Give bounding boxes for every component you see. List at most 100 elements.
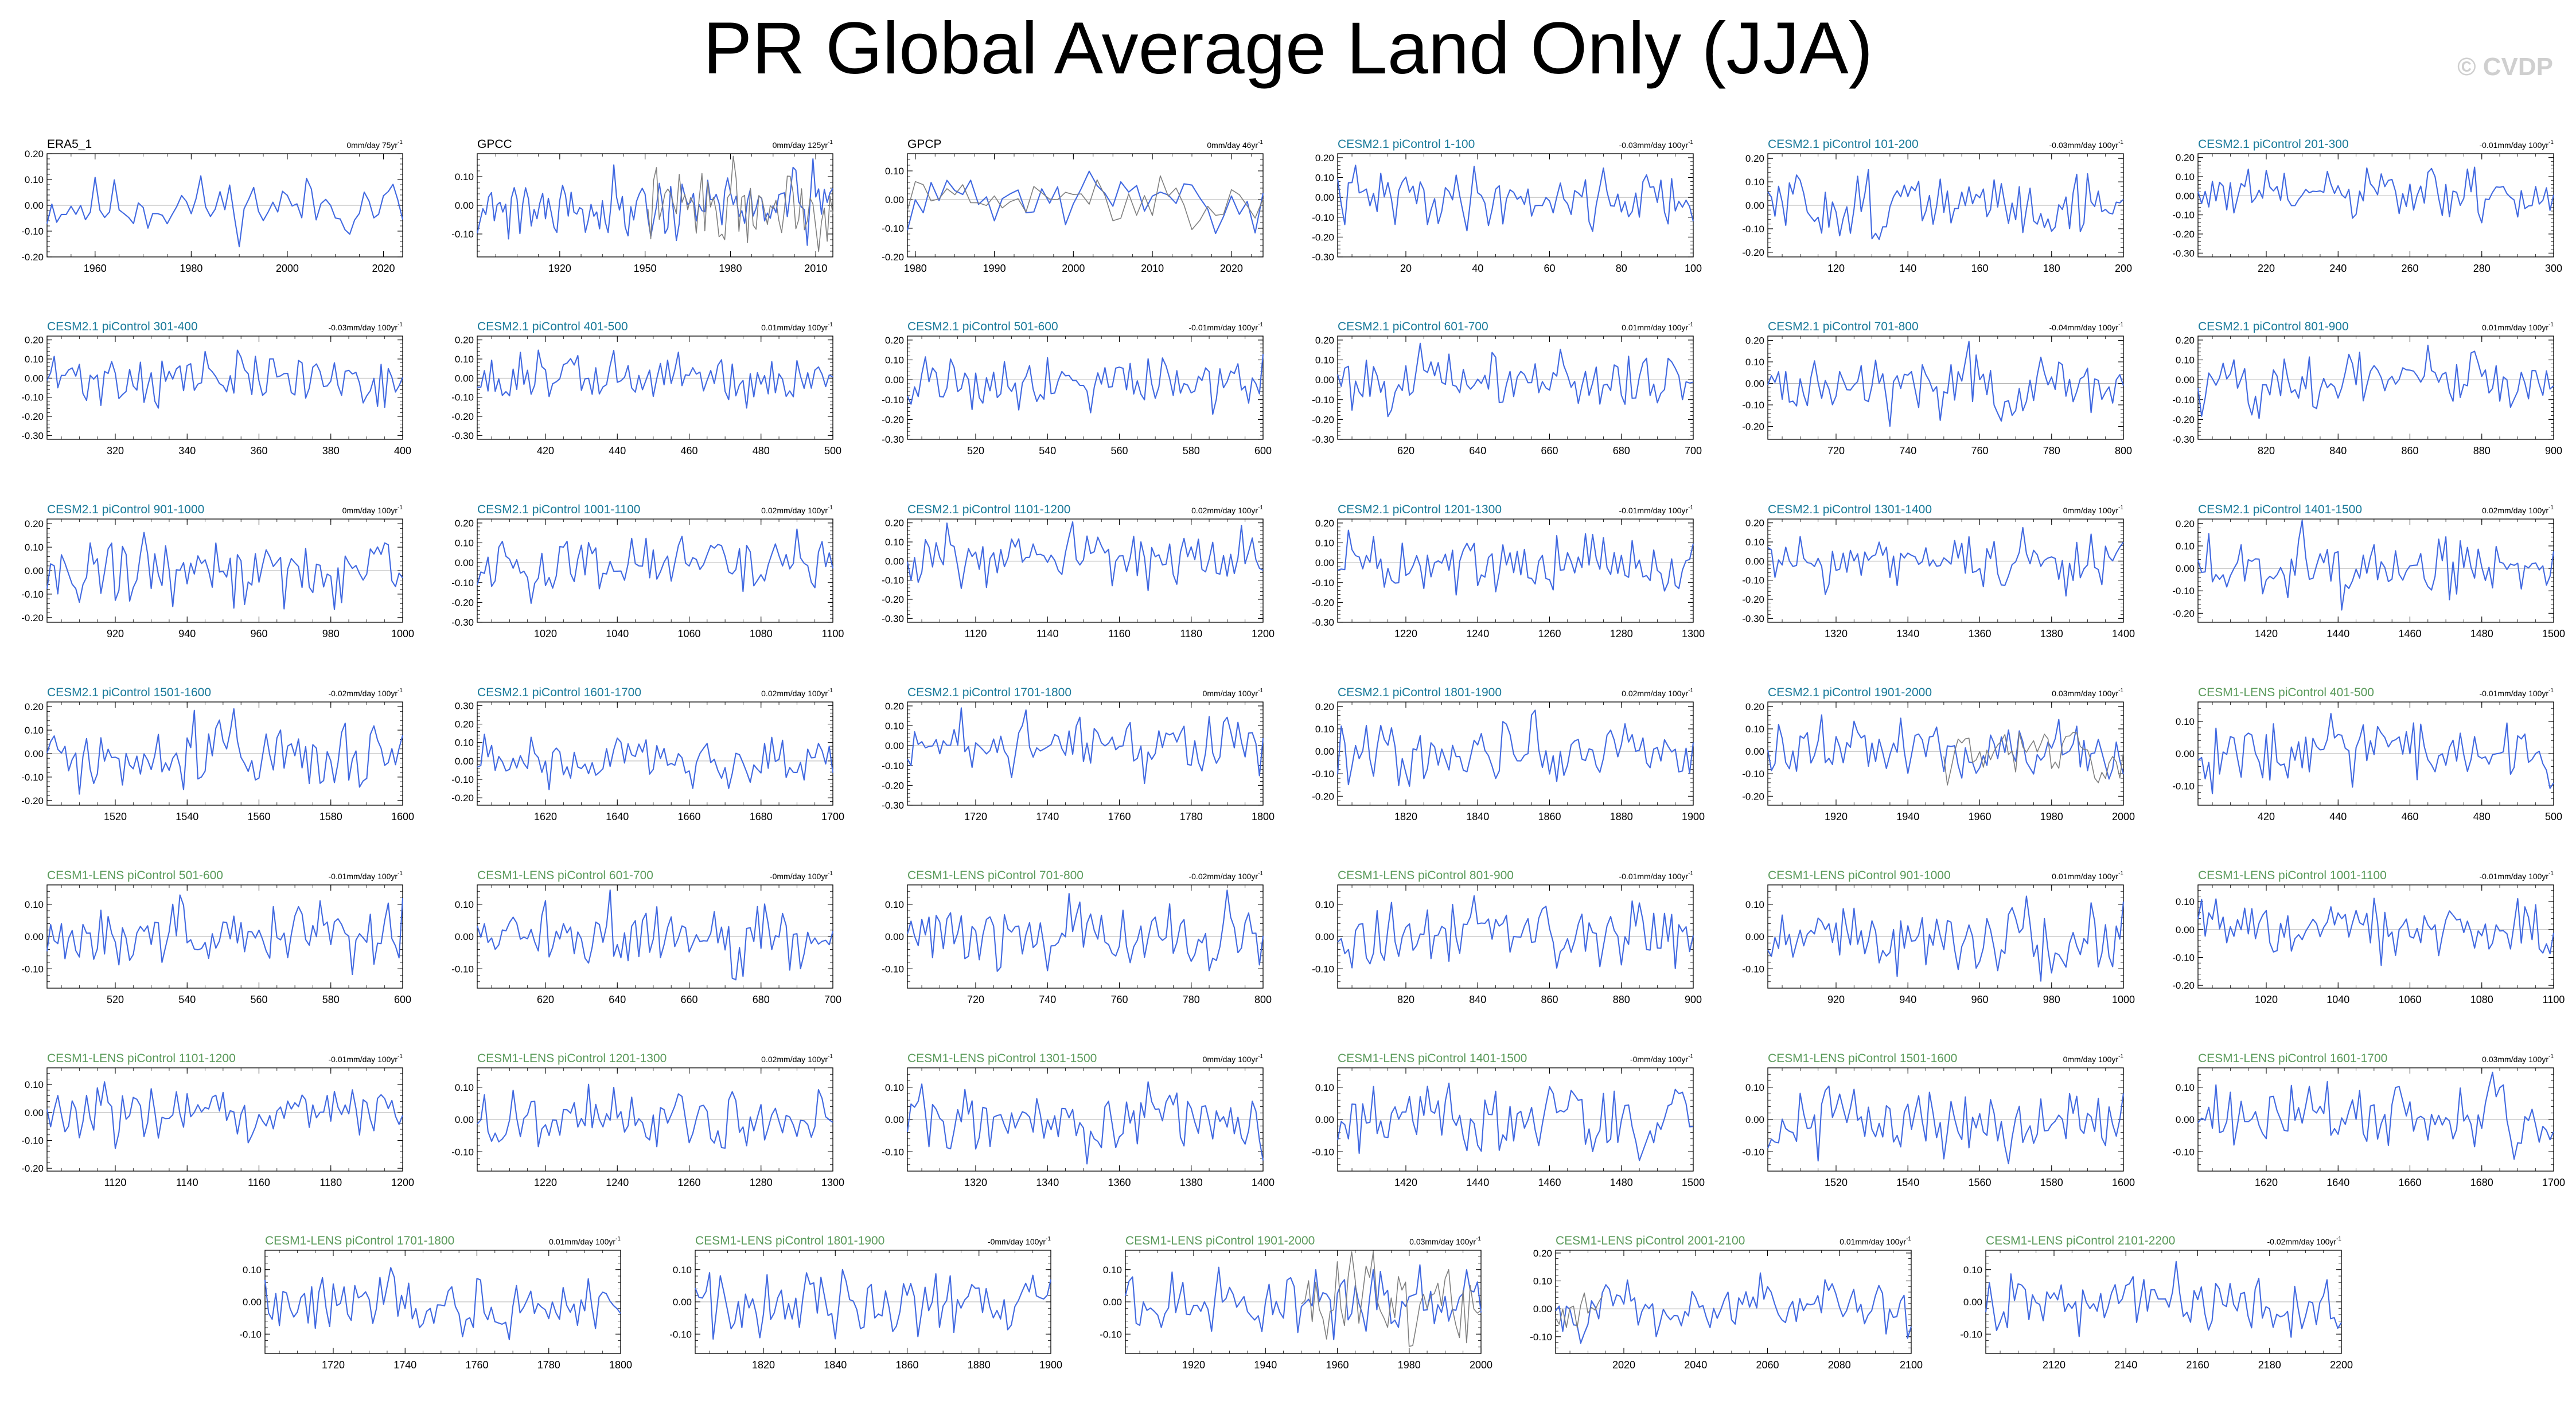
x-tick-label: 1300 — [821, 1177, 844, 1188]
x-tick-label: 1840 — [824, 1359, 847, 1371]
x-tick-label: 1600 — [2112, 1177, 2135, 1188]
panel-1: ERA5_1 0mm/day 75yr-1 -0.20 -0.10 0.00 0.10 0.… — [21, 138, 404, 274]
panel-trend: -0.03mm/day 100yr-1 — [1619, 139, 1693, 150]
y-tick-label: -0.10 — [882, 1146, 904, 1157]
x-tick-label: 1700 — [2542, 1177, 2565, 1188]
panel-trend: 0mm/day 100yr-1 — [342, 505, 403, 515]
y-tick-label: 0.10 — [1745, 537, 1764, 548]
x-tick-label: 100 — [1685, 263, 1702, 274]
series-line — [1336, 342, 1694, 418]
y-tick-label: 0.00 — [455, 1114, 474, 1125]
panel-24: CESM1-LENS piControl 401-500 -0.01mm/day … — [2172, 686, 2562, 822]
panel-title: CESM2.1 piControl 801-900 — [2198, 320, 2349, 333]
y-tick-label: 0.00 — [1745, 379, 1764, 389]
y-tick-label: 0.00 — [1315, 746, 1334, 757]
x-tick-label: 1620 — [2255, 1177, 2278, 1188]
panel-frame — [2197, 153, 2554, 258]
x-tick-label: 1660 — [677, 811, 700, 822]
x-tick-label: 1920 — [1825, 811, 1848, 822]
panel-title: CESM2.1 piControl 601-700 — [1338, 320, 1488, 333]
y-tick-label: 0.00 — [243, 1297, 262, 1308]
x-tick-label: 1780 — [1180, 811, 1203, 822]
panel-title: CESM1-LENS piControl 801-900 — [1338, 869, 1514, 882]
x-tick-label: 720 — [1827, 445, 1845, 457]
x-tick-label: 920 — [107, 628, 124, 639]
y-tick-label: -0.10 — [1312, 578, 1334, 588]
panel-trend: 0mm/day 100yr-1 — [2063, 505, 2124, 515]
y-tick-label: -0.30 — [2172, 434, 2195, 445]
panel-title: CESM1-LENS piControl 1701-1800 — [265, 1234, 454, 1247]
y-tick-label: -0.20 — [1312, 791, 1334, 802]
y-tick-label: -0.30 — [2172, 248, 2195, 259]
x-tick-label: 640 — [609, 994, 626, 1005]
y-tick-label: -0.10 — [21, 589, 44, 600]
y-tick-label: 0.00 — [1963, 1297, 1982, 1308]
y-tick-label: 0.20 — [1745, 701, 1764, 712]
x-tick-label: 1140 — [176, 1177, 198, 1188]
x-tick-label: 1780 — [537, 1359, 560, 1371]
panel-5: CESM2.1 piControl 101-200 -0.03mm/day 100… — [1742, 138, 2132, 274]
y-tick-label: 0.00 — [2176, 374, 2195, 385]
series-line — [476, 528, 834, 604]
x-tick-label: 60 — [1544, 263, 1555, 274]
x-tick-label: 520 — [107, 994, 124, 1005]
x-tick-label: 480 — [753, 445, 770, 457]
panel-frame — [907, 153, 1264, 258]
x-tick-label: 1960 — [84, 263, 107, 274]
panel-32: CESM1-LENS piControl 1201-1300 0.02mm/day… — [451, 1052, 844, 1188]
y-tick-label: 0.10 — [455, 354, 474, 365]
series-line — [1985, 1261, 2342, 1338]
x-tick-label: 1280 — [750, 1177, 773, 1188]
y-tick-label: -0.10 — [21, 963, 44, 974]
y-tick-label: -0.10 — [2172, 952, 2195, 963]
x-tick-label: 1950 — [634, 263, 657, 274]
x-tick-label: 560 — [1110, 445, 1128, 457]
series-line — [1767, 1085, 2125, 1165]
x-tick-label: 140 — [1899, 263, 1916, 274]
x-tick-label: 1440 — [1466, 1177, 1489, 1188]
x-tick-label: 1020 — [2255, 994, 2278, 1005]
x-tick-label: 1860 — [895, 1359, 918, 1371]
series-line — [1555, 1272, 1912, 1344]
x-tick-label: 460 — [2401, 811, 2418, 822]
y-tick-label: -0.30 — [1312, 434, 1334, 445]
x-tick-label: 2100 — [1900, 1359, 1923, 1371]
x-tick-label: 20 — [1400, 263, 1412, 274]
y-tick-label: 0.20 — [1745, 518, 1764, 529]
y-tick-label: -0.10 — [1100, 1329, 1122, 1340]
y-tick-label: -0.10 — [882, 223, 904, 234]
panel-title: CESM1-LENS piControl 1301-1500 — [907, 1052, 1097, 1065]
panel-trend: 0.02mm/day 100yr-1 — [1191, 505, 1263, 515]
x-tick-label: 340 — [178, 445, 196, 457]
panel-14: CESM2.1 piControl 1001-1100 0.02mm/day 10… — [451, 503, 844, 639]
series-line — [907, 354, 1264, 415]
panel-title: CESM2.1 piControl 701-800 — [1768, 320, 1919, 333]
panel-22: CESM2.1 piControl 1801-1900 0.02mm/day 10… — [1312, 686, 1705, 822]
y-tick-label: 0.00 — [25, 200, 44, 211]
panel-15: CESM2.1 piControl 1101-1200 0.02mm/day 10… — [882, 503, 1275, 639]
series-line — [2197, 166, 2555, 224]
x-tick-label: 760 — [1110, 994, 1128, 1005]
y-tick-label: -0.10 — [1312, 1146, 1334, 1157]
y-tick-label: -0.10 — [21, 772, 44, 783]
y-tick-label: -0.10 — [21, 226, 44, 237]
panel-trend: 0.01mm/day 100yr-1 — [2052, 871, 2123, 881]
series-line — [1767, 895, 2125, 982]
x-tick-label: 1220 — [1394, 628, 1417, 639]
x-tick-label: 1380 — [1180, 1177, 1203, 1188]
panel-frame — [2197, 336, 2554, 440]
series-line — [264, 1267, 621, 1340]
x-tick-label: 2180 — [2258, 1359, 2281, 1371]
y-tick-label: 0.20 — [455, 518, 474, 529]
y-tick-label: 0.20 — [885, 335, 904, 346]
y-tick-label: 0.10 — [673, 1265, 692, 1275]
y-tick-label: 0.00 — [455, 373, 474, 384]
x-tick-label: 1880 — [1610, 811, 1633, 822]
x-tick-label: 1760 — [1108, 811, 1131, 822]
y-tick-label: -0.10 — [1960, 1329, 1982, 1340]
panel-trend: -0.01mm/day 100yr-1 — [328, 871, 403, 881]
x-tick-label: 1800 — [609, 1359, 632, 1371]
x-tick-label: 1900 — [1039, 1359, 1062, 1371]
series-line — [46, 532, 403, 610]
series-line — [477, 1083, 833, 1149]
